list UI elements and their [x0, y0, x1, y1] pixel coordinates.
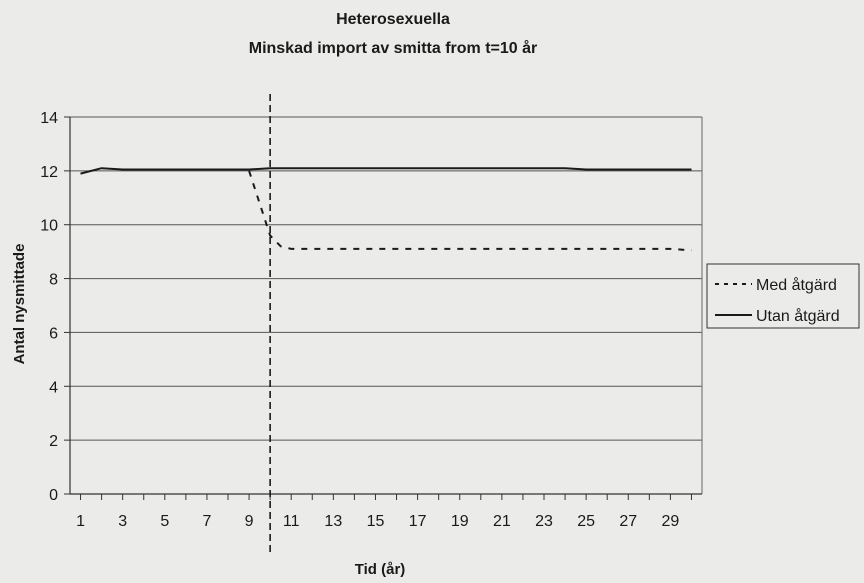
- y-tick-label: 10: [40, 218, 58, 235]
- legend-label-med-atgard: Med åtgärd: [756, 276, 837, 294]
- y-tick-label: 4: [49, 379, 58, 396]
- x-tick-label: 27: [619, 513, 637, 530]
- x-tick-label: 13: [324, 513, 342, 530]
- x-tick-label: 15: [367, 513, 385, 530]
- chart-subtitle: Minskad import av smitta from t=10 år: [249, 39, 538, 57]
- y-tick-label: 14: [40, 110, 58, 127]
- y-axis-title: Antal nysmittade: [11, 244, 28, 365]
- x-tick-label: 25: [577, 513, 595, 530]
- series-lines: [81, 168, 692, 250]
- x-tick-label: 7: [202, 513, 211, 530]
- x-tick-label: 9: [245, 513, 254, 530]
- x-tick-label: 1: [76, 513, 85, 530]
- chart-title: Heterosexuella: [336, 11, 450, 28]
- x-tick-labels: 1 3 5 7 9 11 13 15 17 19 21 23 25 27 29: [76, 513, 679, 530]
- y-tick-label: 2: [49, 433, 58, 450]
- series-line-med-atgard: [249, 171, 691, 250]
- y-tick-label: 0: [49, 487, 58, 504]
- y-tick-labels: 0 2 4 6 8 10 12 14: [40, 110, 58, 504]
- x-tick-label: 11: [283, 513, 300, 530]
- x-tick-label: 19: [451, 513, 469, 530]
- x-tick-label: 21: [493, 513, 511, 530]
- y-tick-label: 6: [49, 325, 58, 342]
- x-tick-label: 5: [160, 513, 169, 530]
- legend-label-utan-atgard: Utan åtgärd: [756, 307, 840, 325]
- x-tick-label: 23: [535, 513, 553, 530]
- legend: Med åtgärd Utan åtgärd: [707, 264, 859, 328]
- x-tick-label: 29: [662, 513, 680, 530]
- x-axis-title: Tid (år): [355, 561, 406, 578]
- y-tick-label: 8: [49, 272, 58, 289]
- y-tick-label: 12: [40, 164, 58, 181]
- x-tick-label: 17: [409, 513, 427, 530]
- gridlines: [70, 117, 702, 440]
- x-tick-label: 3: [118, 513, 127, 530]
- axes: [64, 94, 702, 554]
